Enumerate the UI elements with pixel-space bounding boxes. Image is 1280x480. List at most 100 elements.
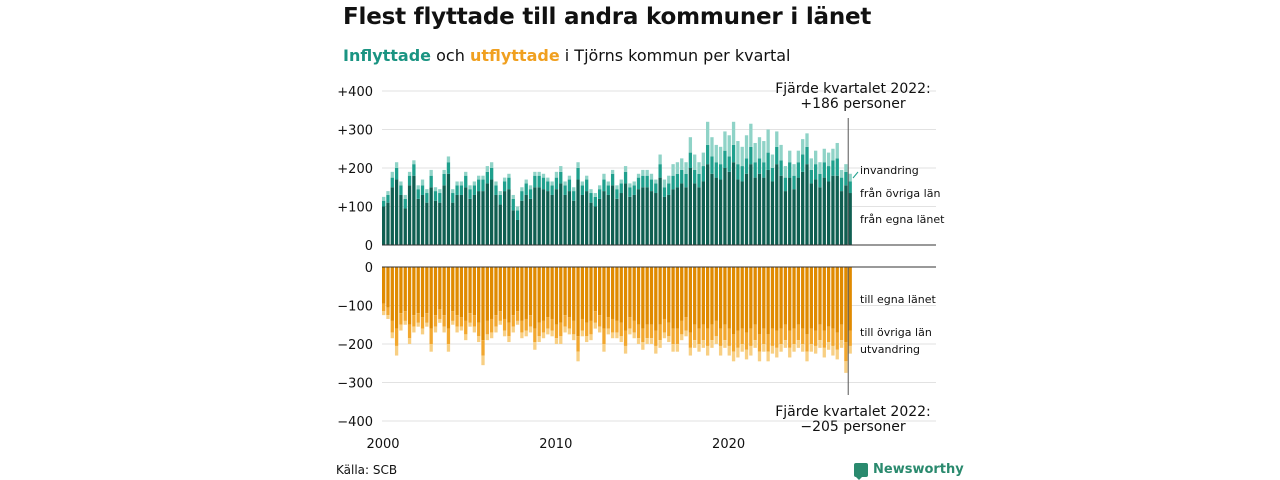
bar-out-egna bbox=[511, 267, 515, 316]
bar-in-egna bbox=[403, 208, 407, 245]
bar-in-egna bbox=[615, 198, 619, 245]
bar-out-utvandring bbox=[472, 326, 477, 333]
bar-out-egna bbox=[779, 267, 783, 329]
bar-in-ovriga bbox=[848, 181, 852, 194]
bar-out-ovriga bbox=[818, 324, 822, 341]
bar-out-utvandring bbox=[407, 338, 412, 344]
bar-in-ovriga bbox=[446, 162, 451, 174]
bar-in-invandring bbox=[814, 150, 818, 165]
bar-out-egna bbox=[502, 267, 507, 319]
bar-in-invandring bbox=[390, 171, 394, 178]
bar-out-utvandring bbox=[394, 345, 399, 356]
bar-in-invandring bbox=[770, 154, 775, 168]
bar-in-ovriga bbox=[710, 156, 714, 174]
bar-in-egna bbox=[632, 194, 636, 245]
bar-in-egna bbox=[602, 191, 606, 245]
bar-in-egna bbox=[727, 171, 731, 245]
bar-out-utvandring bbox=[693, 340, 697, 348]
bar-in-invandring bbox=[399, 181, 403, 186]
bar-in-invandring bbox=[468, 185, 472, 190]
bar-out-egna bbox=[826, 267, 831, 327]
bar-out-egna bbox=[645, 267, 649, 325]
bar-out-egna bbox=[576, 267, 580, 337]
bar-out-egna bbox=[684, 267, 688, 318]
bar-in-invandring bbox=[386, 191, 390, 195]
bar-out-ovriga bbox=[403, 311, 407, 321]
bar-in-invandring bbox=[580, 181, 585, 186]
bar-in-egna bbox=[567, 191, 572, 245]
bar-in-invandring bbox=[550, 181, 554, 186]
bar-in-ovriga bbox=[438, 193, 442, 203]
bar-in-ovriga bbox=[688, 152, 693, 168]
bar-out-utvandring bbox=[481, 355, 485, 366]
bar-out-utvandring bbox=[658, 340, 662, 348]
bar-out-utvandring bbox=[757, 351, 762, 362]
bar-in-egna bbox=[572, 200, 576, 245]
bar-out-ovriga bbox=[459, 317, 464, 327]
bar-in-egna bbox=[598, 198, 602, 245]
bar-out-egna bbox=[736, 267, 740, 331]
bar-in-egna bbox=[533, 187, 537, 245]
bar-in-invandring bbox=[757, 137, 762, 159]
bar-out-ovriga bbox=[589, 320, 593, 335]
bar-out-utvandring bbox=[425, 322, 429, 327]
bar-out-egna bbox=[554, 267, 559, 325]
bar-out-egna bbox=[446, 267, 451, 329]
bar-in-ovriga bbox=[680, 169, 684, 184]
bar-in-invandring bbox=[537, 171, 541, 176]
bar-in-ovriga bbox=[528, 189, 533, 199]
bar-out-egna bbox=[589, 267, 593, 321]
bar-out-egna bbox=[533, 267, 537, 329]
bar-out-egna bbox=[654, 267, 658, 331]
bar-out-utvandring bbox=[684, 330, 688, 337]
bar-in-egna bbox=[554, 189, 559, 245]
bar-out-egna bbox=[572, 267, 576, 321]
bar-out-ovriga bbox=[390, 320, 394, 333]
bar-in-egna bbox=[399, 194, 403, 245]
bar-in-egna bbox=[472, 194, 477, 245]
bar-in-egna bbox=[541, 189, 546, 245]
bar-in-ovriga bbox=[736, 164, 740, 180]
bar-in-ovriga bbox=[783, 177, 788, 192]
bar-in-ovriga bbox=[589, 193, 593, 203]
bar-out-ovriga bbox=[541, 320, 546, 333]
bar-out-utvandring bbox=[515, 320, 520, 325]
bar-in-ovriga bbox=[572, 191, 576, 201]
bar-in-ovriga bbox=[649, 179, 654, 192]
bar-in-ovriga bbox=[468, 189, 472, 199]
bar-out-egna bbox=[559, 267, 563, 323]
bar-out-egna bbox=[749, 267, 753, 329]
bar-in-invandring bbox=[645, 169, 649, 176]
bar-in-invandring bbox=[442, 169, 446, 174]
bar-out-utvandring bbox=[822, 347, 826, 358]
bar-in-invandring bbox=[654, 179, 658, 184]
bar-in-egna bbox=[394, 179, 399, 245]
bar-in-invandring bbox=[710, 137, 714, 157]
bar-in-invandring bbox=[546, 177, 550, 182]
bar-in-ovriga bbox=[451, 193, 455, 203]
bar-in-egna bbox=[446, 173, 451, 245]
bar-out-ovriga bbox=[714, 320, 718, 337]
bar-in-egna bbox=[701, 181, 705, 245]
bar-out-egna bbox=[718, 267, 723, 329]
bar-in-ovriga bbox=[533, 175, 537, 188]
bar-out-egna bbox=[701, 267, 705, 325]
bar-in-egna bbox=[468, 198, 472, 245]
bar-in-egna bbox=[662, 196, 667, 245]
bar-out-egna bbox=[848, 267, 852, 331]
bar-out-utvandring bbox=[788, 347, 792, 358]
bar-in-egna bbox=[671, 189, 675, 245]
annotation-bottom-line1: Fjärde kvartalet 2022: bbox=[775, 404, 931, 420]
bar-out-egna bbox=[697, 267, 701, 329]
bar-out-ovriga bbox=[481, 340, 485, 356]
bar-in-invandring bbox=[481, 175, 485, 180]
bar-in-invandring bbox=[701, 152, 705, 167]
bar-out-utvandring bbox=[809, 344, 813, 352]
bar-in-egna bbox=[390, 187, 394, 245]
bar-out-egna bbox=[831, 267, 835, 329]
bar-out-egna bbox=[740, 267, 744, 329]
bar-in-egna bbox=[762, 177, 766, 245]
bar-out-utvandring bbox=[390, 332, 394, 339]
bar-out-ovriga bbox=[801, 328, 805, 344]
bar-in-invandring bbox=[762, 141, 766, 163]
